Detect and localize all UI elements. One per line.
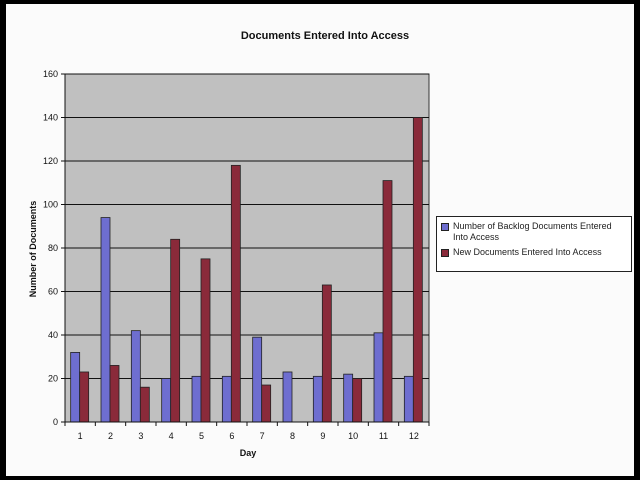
legend-swatch-backlog xyxy=(441,223,449,231)
x-tick-label: 12 xyxy=(409,431,419,441)
y-tick-label: 160 xyxy=(43,69,58,79)
bar-backlog-day-7 xyxy=(252,336,263,423)
y-tick-label: 20 xyxy=(48,374,58,384)
legend-label-new: New Documents Entered Into Access xyxy=(453,247,602,257)
x-tick-label: 7 xyxy=(260,431,265,441)
bar-backlog-day-9 xyxy=(312,375,323,423)
bar-new-day-4 xyxy=(170,238,181,423)
x-tick-label: 9 xyxy=(320,431,325,441)
bar-backlog-day-4 xyxy=(161,378,172,423)
bar-new-day-10 xyxy=(352,378,363,423)
legend-item-new: New Documents Entered Into Access xyxy=(441,247,627,258)
bar-backlog-day-3 xyxy=(130,330,141,423)
bar-backlog-day-10 xyxy=(343,373,354,423)
x-tick-label: 5 xyxy=(199,431,204,441)
legend: Number of Backlog Documents Entered Into… xyxy=(436,216,632,272)
y-axis-label: Number of Documents xyxy=(28,200,38,298)
bar-new-day-12 xyxy=(412,117,423,423)
bar-new-day-1 xyxy=(79,371,90,423)
legend-label-backlog: Number of Backlog Documents Entered Into… xyxy=(453,221,612,242)
bar-new-day-6 xyxy=(230,164,241,423)
bar-backlog-day-5 xyxy=(191,375,202,423)
bar-new-day-2 xyxy=(109,365,120,423)
y-tick-label: 120 xyxy=(43,156,58,166)
legend-swatch-new xyxy=(441,249,449,257)
x-tick-label: 4 xyxy=(169,431,174,441)
bar-backlog-day-8 xyxy=(282,371,293,423)
y-tick-label: 60 xyxy=(48,287,58,297)
x-tick-label: 6 xyxy=(229,431,234,441)
x-tick-label: 1 xyxy=(78,431,83,441)
bar-backlog-day-11 xyxy=(373,332,384,423)
legend-item-backlog: Number of Backlog Documents Entered Into… xyxy=(441,221,627,243)
x-tick-label: 8 xyxy=(290,431,295,441)
bar-backlog-day-1 xyxy=(70,351,81,423)
bar-backlog-day-6 xyxy=(221,375,232,423)
bar-backlog-day-2 xyxy=(100,217,111,423)
x-axis-label: Day xyxy=(239,448,257,458)
bar-new-day-9 xyxy=(321,284,332,423)
y-tick-label: 40 xyxy=(48,330,58,340)
bar-new-day-3 xyxy=(139,386,150,423)
bar-new-day-5 xyxy=(200,258,211,423)
x-tick-label: 2 xyxy=(108,431,113,441)
bar-new-day-11 xyxy=(382,180,393,423)
y-tick-label: 100 xyxy=(43,200,58,210)
chart-title: Documents Entered Into Access xyxy=(240,30,410,42)
y-tick-label: 80 xyxy=(48,243,58,253)
y-tick-label: 140 xyxy=(43,113,58,123)
bar-backlog-day-12 xyxy=(403,375,414,423)
x-tick-label: 10 xyxy=(348,431,358,441)
bar-new-day-7 xyxy=(261,384,272,423)
x-tick-label: 3 xyxy=(138,431,143,441)
x-tick-label: 11 xyxy=(379,431,388,441)
y-tick-label: 0 xyxy=(53,417,58,427)
